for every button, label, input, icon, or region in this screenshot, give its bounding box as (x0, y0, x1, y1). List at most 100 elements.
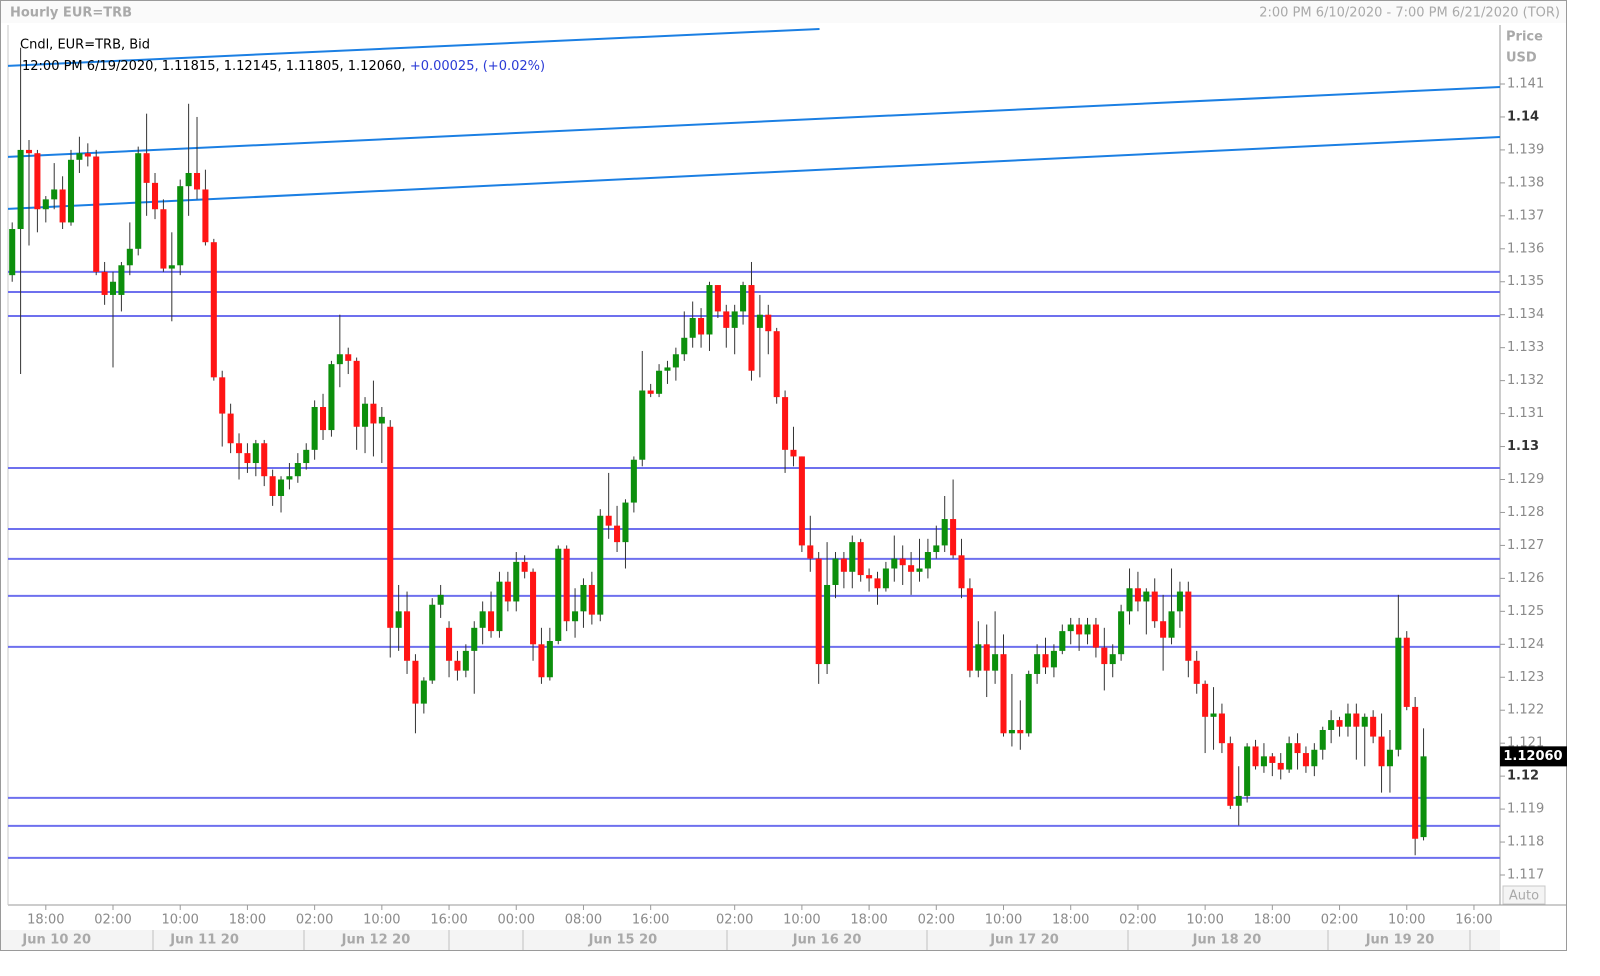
candle-body (1067, 624, 1074, 632)
candle-body (572, 611, 579, 622)
date-label: Jun 11 20 (169, 933, 239, 948)
candle-body (345, 354, 352, 361)
candle-body (1227, 743, 1234, 806)
candle-body (9, 229, 16, 276)
candle-body (294, 463, 301, 477)
candle-body (412, 660, 419, 704)
candle-body (1260, 756, 1267, 767)
candle-body (714, 285, 721, 312)
x-tick-label: 02:00 (1119, 913, 1156, 928)
legend-line: 12:00 PM 6/19/2020, 1.11815, 1.12145, 1.… (22, 59, 545, 74)
candle-body (59, 189, 66, 223)
last-price-label: 1.12060 (1503, 749, 1562, 764)
candle-body (1361, 716, 1368, 727)
candle-body (983, 644, 990, 671)
candle-body (1218, 713, 1225, 744)
date-label: Jun 18 20 (1192, 933, 1262, 948)
candle-body (151, 182, 159, 210)
plot (8, 27, 1500, 859)
candle-body (731, 311, 738, 328)
candle-body (362, 403, 369, 427)
candle-body (42, 199, 49, 210)
trend-line (8, 85, 1500, 158)
candle-body (404, 611, 411, 661)
chart-subtitle: 2:00 PM 6/10/2020 - 7:00 PM 6/21/2020 (T… (1259, 6, 1560, 21)
candle-body (924, 552, 931, 569)
candle-body (782, 397, 789, 450)
candle-body (1403, 637, 1410, 707)
candle-body (1269, 756, 1276, 763)
candle-body (740, 285, 747, 312)
candle-body (698, 318, 705, 335)
frame (0, 0, 1567, 951)
candle-body (815, 558, 822, 665)
candle-body (1328, 720, 1335, 730)
y-tick-label: 1.129 (1507, 472, 1544, 487)
candle-body (748, 285, 755, 371)
y-tick-label: 1.137 (1507, 208, 1544, 223)
candle-body (790, 449, 797, 457)
candle-body (1302, 753, 1309, 767)
candle-body (975, 644, 982, 671)
candle-body (25, 149, 33, 154)
candle-body (168, 265, 175, 269)
x-tick-label: 02:00 (1321, 913, 1358, 928)
legend-change: +0.00025, (+0.02%) (410, 59, 545, 74)
x-tick-label: 16:00 (632, 913, 669, 928)
candle-body (916, 568, 923, 572)
x-tick-label: 00:00 (498, 913, 535, 928)
auto-button[interactable] (1502, 885, 1546, 905)
candle-body (1244, 746, 1251, 796)
candle-body (193, 172, 201, 190)
header-bar (1, 1, 1566, 23)
candle-body (597, 515, 604, 615)
y-tick-label: 1.14 (1507, 109, 1539, 124)
y-axis-unit: USD (1506, 51, 1537, 66)
candle-body (210, 242, 217, 378)
x-tick-label: 18:00 (229, 913, 266, 928)
candle-body (941, 519, 948, 546)
candle-body (378, 416, 385, 424)
candle-body (328, 364, 335, 431)
candle-body (1025, 673, 1032, 734)
candle-body (1008, 729, 1015, 734)
candle-body (908, 565, 915, 572)
x-tick-label: 18:00 (1052, 913, 1089, 928)
candle-body (261, 443, 268, 477)
candle-body (462, 650, 469, 671)
x-tick-label: 02:00 (918, 913, 955, 928)
candle-body (126, 248, 133, 266)
candle-body (563, 548, 570, 622)
candle-body (353, 360, 360, 427)
auto-button-label[interactable]: Auto (1509, 889, 1539, 904)
y-tick-label: 1.124 (1507, 637, 1544, 652)
candle-body (530, 571, 537, 645)
candle-body (504, 581, 511, 602)
candle-body (437, 594, 444, 605)
candle-body (1370, 716, 1377, 737)
candle-body (588, 584, 595, 615)
candle-body (34, 153, 41, 210)
x-tick-label: 10:00 (363, 913, 400, 928)
candle-body (311, 406, 318, 450)
y-axis-label: Price (1506, 30, 1543, 45)
candle-body (1050, 650, 1057, 668)
candle-body (1151, 591, 1158, 622)
candle-body (1118, 611, 1125, 655)
y-tick-label: 1.135 (1507, 274, 1544, 289)
x-tick-label: 10:00 (1388, 913, 1425, 928)
candle-body (1386, 749, 1393, 767)
candle-body (1126, 588, 1133, 612)
candle-body (143, 153, 150, 183)
candle-body (1210, 713, 1217, 717)
x-tick-label: 08:00 (565, 913, 602, 928)
candle-body (639, 390, 646, 460)
candle-body (1176, 591, 1183, 612)
candle-body (471, 627, 478, 651)
candle-body (706, 285, 713, 335)
candle-body (219, 377, 226, 414)
candle-body (420, 680, 427, 704)
candle-body (1076, 624, 1083, 635)
y-tick-label: 1.131 (1507, 406, 1544, 421)
candle-body (1294, 743, 1301, 754)
